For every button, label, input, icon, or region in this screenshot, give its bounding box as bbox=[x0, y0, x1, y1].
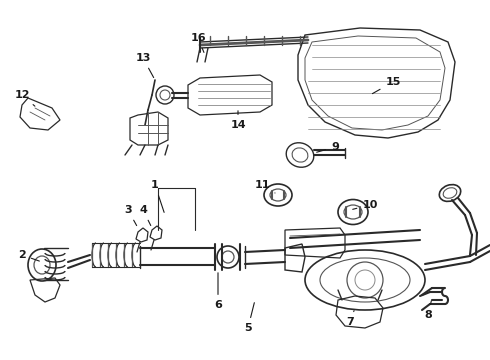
Text: 8: 8 bbox=[424, 301, 432, 320]
Text: 3: 3 bbox=[124, 205, 137, 226]
Text: 12: 12 bbox=[14, 90, 35, 106]
Text: 11: 11 bbox=[254, 180, 275, 193]
Text: 13: 13 bbox=[135, 53, 154, 77]
Text: 6: 6 bbox=[214, 273, 222, 310]
Text: 4: 4 bbox=[139, 205, 151, 225]
Text: 9: 9 bbox=[317, 142, 339, 152]
Text: 15: 15 bbox=[372, 77, 401, 94]
Text: 10: 10 bbox=[353, 200, 378, 210]
Text: 16: 16 bbox=[190, 33, 206, 53]
Text: 7: 7 bbox=[346, 311, 354, 327]
Text: 5: 5 bbox=[244, 303, 254, 333]
Text: 1: 1 bbox=[151, 180, 164, 212]
Text: 14: 14 bbox=[230, 111, 246, 130]
Text: 2: 2 bbox=[18, 250, 39, 261]
